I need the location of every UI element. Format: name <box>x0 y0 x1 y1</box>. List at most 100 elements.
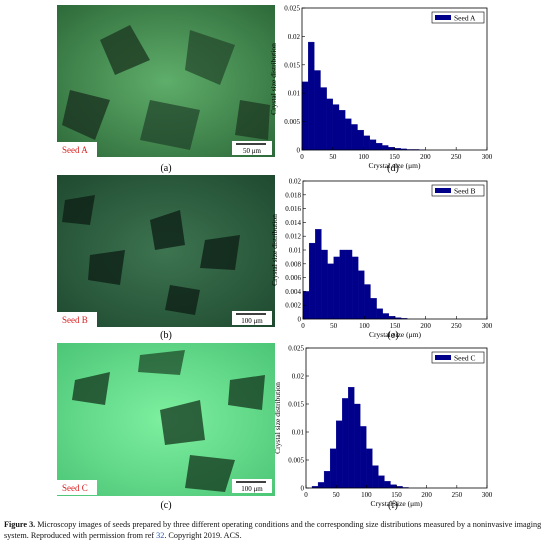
y-tick-label: 0.015 <box>288 401 304 409</box>
label-box <box>57 480 97 495</box>
y-tick-label: 0.008 <box>285 260 301 268</box>
histogram-bar <box>320 87 327 151</box>
legend-swatch <box>435 355 451 360</box>
histogram-bar <box>357 129 364 151</box>
histogram-bar <box>308 41 315 151</box>
x-tick-label: 200 <box>421 491 432 499</box>
caption: Figure 3. Microscopy images of seeds pre… <box>4 519 550 541</box>
legend-swatch <box>435 188 451 193</box>
histogram-bar <box>370 298 377 320</box>
panel-letter: (e) <box>387 330 398 341</box>
y-tick-label: 0.004 <box>285 288 301 296</box>
x-tick-label: 250 <box>451 322 462 330</box>
y-tick-label: 0.025 <box>288 345 304 353</box>
x-tick-label: 0 <box>304 491 308 499</box>
y-tick-label: 0.005 <box>284 118 300 126</box>
legend-label: Seed C <box>454 354 475 363</box>
x-tick-label: 50 <box>333 491 341 499</box>
micrograph-b <box>57 175 275 327</box>
histogram-bar <box>323 471 331 489</box>
histogram-bar <box>360 426 367 489</box>
label-box <box>57 312 97 327</box>
y-tick-label: 0 <box>301 485 305 493</box>
panel-letter: (c) <box>160 500 171 511</box>
y-tick-label: 0.01 <box>292 429 305 437</box>
x-tick-label: 0 <box>300 153 304 161</box>
x-tick-label: 0 <box>301 322 305 330</box>
histogram-bar <box>332 104 340 151</box>
y-tick-label: 0.02 <box>288 33 301 41</box>
x-tick-label: 250 <box>452 491 463 499</box>
legend-box <box>431 11 485 24</box>
histogram-bar <box>382 313 390 320</box>
histogram-bar <box>372 465 379 489</box>
histogram-bar <box>301 81 309 151</box>
x-tick-label: 100 <box>359 322 370 330</box>
histogram-bar <box>364 284 371 320</box>
histogram-bar <box>351 256 359 320</box>
y-tick-label: 0.016 <box>285 205 301 213</box>
y-tick-label: 0.01 <box>289 247 302 255</box>
histogram-bar <box>326 98 333 151</box>
x-tick-label: 150 <box>389 153 400 161</box>
x-axis-label: Crystal size (μm) <box>369 330 421 339</box>
y-axis-label: Crystal size distribution <box>273 382 282 454</box>
x-tick-label: 100 <box>358 153 369 161</box>
histogram-bar <box>375 143 383 151</box>
legend-box <box>431 351 485 364</box>
panel-letter: (b) <box>160 330 172 341</box>
x-tick-label: 50 <box>330 322 338 330</box>
panel-letter: (a) <box>160 163 171 174</box>
histogram-bar <box>345 118 352 151</box>
image-label: Seed A <box>62 145 88 155</box>
image-label: Seed C <box>62 483 88 493</box>
x-tick-label: 300 <box>482 322 493 330</box>
x-tick-label: 150 <box>391 491 402 499</box>
panel-letter: (f) <box>388 500 398 511</box>
histogram-bar <box>358 270 365 320</box>
histogram-bar <box>329 448 337 489</box>
y-tick-label: 0.02 <box>292 373 305 381</box>
histogram-bar <box>363 135 370 151</box>
histogram-bar <box>348 387 355 489</box>
y-axis-label: Crystal size distribution <box>269 43 278 115</box>
y-tick-label: 0 <box>298 316 302 324</box>
y-tick-label: 0.012 <box>285 233 301 241</box>
legend-label: Seed A <box>454 14 476 23</box>
y-axis-label: Crystal size distribution <box>270 214 279 286</box>
figure-panels: Seed A 50 μm Seed B 100 μm Seed C 100 μm (a) (b… <box>57 5 493 511</box>
histogram-bar <box>382 145 389 151</box>
label-box <box>57 142 97 157</box>
x-tick-label: 300 <box>482 153 493 161</box>
histogram-bar <box>308 242 316 320</box>
scale-label: 100 μm <box>241 317 263 325</box>
histogram-bar <box>339 249 347 320</box>
y-tick-label: 0.014 <box>285 219 301 227</box>
x-tick-label: 150 <box>390 322 401 330</box>
caption-end: . Copyright 2019. ACS. <box>164 531 242 540</box>
histogram-bar <box>388 147 395 151</box>
x-tick-label: 100 <box>361 491 372 499</box>
histogram-bar <box>351 124 358 151</box>
y-tick-label: 0.025 <box>284 5 300 13</box>
x-tick-label: 300 <box>482 491 493 499</box>
histogram-bar <box>376 308 383 320</box>
histogram-bar <box>336 420 343 489</box>
histogram-bar <box>369 139 377 151</box>
legend-swatch <box>435 15 451 20</box>
y-tick-label: 0.002 <box>285 302 301 310</box>
panel-letter: (d) <box>387 163 399 174</box>
legend-box <box>431 184 485 197</box>
x-tick-label: 250 <box>451 153 462 161</box>
caption-label: Figure 3. <box>4 520 36 529</box>
histogram-bar <box>354 403 361 489</box>
scale-label: 100 μm <box>241 485 263 493</box>
histogram-bar <box>315 229 322 320</box>
y-tick-label: 0.02 <box>289 178 302 186</box>
caption-text: Microscopy images of seeds prepared by t… <box>4 520 542 540</box>
histogram-bar <box>327 263 334 320</box>
histogram-bar <box>338 110 346 151</box>
histogram-bar <box>390 484 397 489</box>
image-label: Seed B <box>62 315 88 325</box>
caption-ref[interactable]: 32 <box>156 531 165 540</box>
